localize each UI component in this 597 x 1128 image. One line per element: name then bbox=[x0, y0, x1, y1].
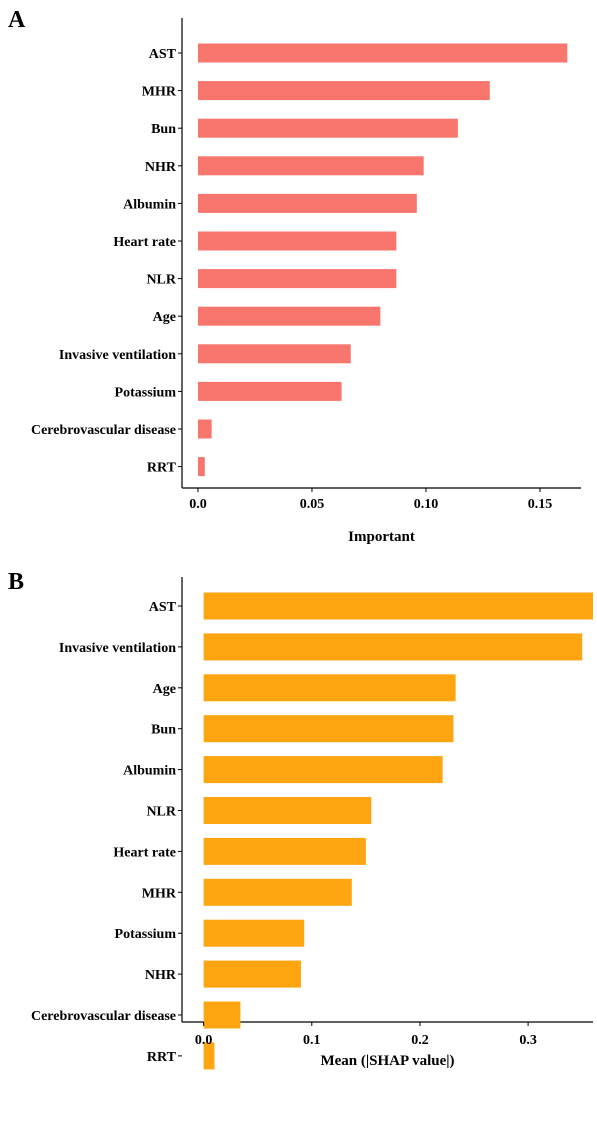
chart-b-category-label: Potassium bbox=[115, 927, 177, 942]
chart-b-category-label: NHR bbox=[145, 968, 177, 983]
chart-a-bar bbox=[197, 344, 351, 364]
chart-a-bar bbox=[197, 457, 205, 477]
chart-b-x-tick-label: 0.1 bbox=[303, 1033, 321, 1048]
chart-a-svg: AST MHR Bun NHR Albumin Heart rate NLR Age Invas… bbox=[31, 18, 581, 545]
chart-a-x-tick-label: 0.05 bbox=[300, 497, 325, 512]
chart-b-bar bbox=[203, 837, 366, 865]
chart-b-bar bbox=[203, 797, 372, 824]
chart-a-category-label: Potassium bbox=[115, 385, 177, 400]
chart-b-category-label: Cerebrovascular disease bbox=[31, 1009, 176, 1024]
chart-a-category-label: Heart rate bbox=[113, 235, 176, 250]
chart-b-category-label: RRT bbox=[147, 1050, 177, 1065]
chart-b-category-label: AST bbox=[149, 600, 177, 615]
chart-b-x-tick-label: 0.0 bbox=[195, 1033, 213, 1048]
chart-a-category-label: MHR bbox=[142, 85, 177, 100]
chart-b-x-tick-label: 0.3 bbox=[519, 1033, 537, 1048]
chart-b-bar bbox=[203, 633, 583, 661]
panel-a-letter: A bbox=[8, 7, 26, 33]
chart-b-bar bbox=[203, 674, 456, 702]
chart-a-bar bbox=[197, 419, 212, 439]
chart-b-x-axis-title: Mean (|SHAP value|) bbox=[320, 1053, 454, 1069]
chart-a-category-label: RRT bbox=[147, 461, 177, 476]
chart-b-svg: AST Invasive ventilation Age Bun Albumin NLR H… bbox=[31, 577, 593, 1070]
chart-a-bar bbox=[197, 81, 490, 101]
chart-b-category-label: MHR bbox=[142, 886, 177, 901]
chart-b-category-label: Invasive ventilation bbox=[59, 641, 176, 656]
chart-b-category-label: Bun bbox=[151, 723, 176, 738]
chart-b-bar bbox=[203, 756, 443, 784]
chart-b-bar bbox=[203, 715, 454, 743]
chart-a-bar bbox=[197, 118, 458, 138]
chart-a-bar bbox=[197, 231, 397, 251]
chart-b-bar bbox=[203, 960, 301, 988]
chart-a-bar bbox=[197, 381, 342, 401]
chart-a-bar bbox=[197, 156, 424, 176]
chart-a-category-label: Albumin bbox=[123, 197, 176, 212]
chart-a-x-tick-label: 0.0 bbox=[189, 497, 207, 512]
chart-a-x-axis-title: Important bbox=[348, 529, 415, 545]
chart-a-bar bbox=[197, 269, 397, 289]
chart-a-category-label: NLR bbox=[146, 273, 176, 288]
chart-a-category-label: Invasive ventilation bbox=[59, 348, 176, 363]
panel-b: B AST Invasive ventilation Age Bun Albumin NL… bbox=[0, 560, 597, 1128]
chart-b-category-label: Albumin bbox=[123, 764, 176, 779]
chart-a-category-label: Cerebrovascular disease bbox=[31, 423, 176, 438]
panel-b-letter: B bbox=[8, 569, 25, 595]
chart-a-bar bbox=[197, 193, 417, 213]
chart-a-category-label: NHR bbox=[145, 160, 177, 175]
chart-b-bar bbox=[203, 1001, 241, 1029]
chart-a-x-tick-label: 0.10 bbox=[414, 497, 439, 512]
chart-b-bar bbox=[203, 878, 352, 906]
panel-a: A AST MHR Bun NHR Albumin Heart rate NLR Age Inv… bbox=[0, 0, 597, 560]
chart-b-category-label: Heart rate bbox=[113, 845, 176, 860]
chart-a-category-label: Bun bbox=[151, 122, 176, 137]
chart-b-bar bbox=[203, 592, 593, 620]
chart-a-category-label: AST bbox=[149, 47, 177, 62]
chart-a-bar bbox=[197, 43, 568, 63]
chart-b-category-label: NLR bbox=[146, 805, 176, 820]
chart-a-x-tick-label: 0.15 bbox=[528, 497, 553, 512]
chart-a-bar bbox=[197, 306, 381, 326]
chart-b-category-label: Age bbox=[153, 682, 176, 697]
chart-b-bar bbox=[203, 919, 305, 947]
chart-b-bar bbox=[203, 1042, 215, 1070]
chart-b-x-tick-label: 0.2 bbox=[411, 1033, 429, 1048]
chart-a-category-label: Age bbox=[153, 310, 176, 325]
